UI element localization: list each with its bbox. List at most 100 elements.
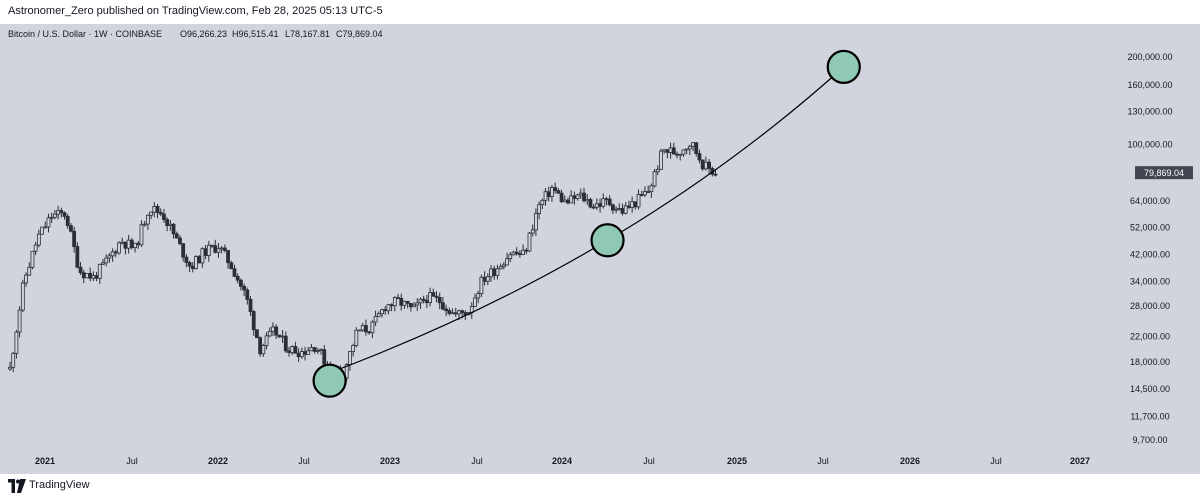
- candle-body: [251, 311, 256, 331]
- candle-body: [607, 198, 612, 206]
- candle-body: [675, 153, 679, 156]
- candle-body: [261, 345, 266, 355]
- candle-body: [550, 187, 554, 197]
- time-tick-label: 2024: [552, 456, 572, 466]
- candle-body: [495, 268, 500, 276]
- candle-body: [460, 310, 465, 313]
- candle-body: [415, 302, 420, 306]
- candle-body: [585, 199, 590, 202]
- last-price-label: 79,869.04: [1144, 168, 1184, 178]
- candle-body: [117, 242, 121, 254]
- candle-body: [232, 268, 237, 277]
- candle-body: [594, 203, 599, 208]
- candle-body: [206, 244, 211, 256]
- candle-body: [383, 309, 388, 312]
- candle-body: [463, 312, 468, 316]
- candle-body: [601, 198, 606, 207]
- candle-body: [447, 310, 452, 314]
- candle-body: [187, 262, 192, 267]
- price-chart[interactable]: 200,000.00 160,000.00 130,000.00 100,000.00…: [0, 24, 1200, 474]
- candle-body: [482, 276, 487, 282]
- candle-body: [588, 199, 593, 208]
- candle-body: [168, 223, 173, 226]
- candle-body: [524, 249, 529, 252]
- time-tick-label: 2021: [35, 456, 55, 466]
- candle-body: [190, 265, 195, 269]
- price-tick-label: 14,500.00: [1130, 384, 1170, 394]
- candle-body: [687, 145, 692, 150]
- candle-body: [373, 315, 378, 323]
- candle-body: [492, 268, 497, 276]
- candle-body: [149, 211, 153, 216]
- candle-body: [380, 309, 384, 315]
- candle-body: [591, 206, 596, 209]
- candle-body: [537, 204, 542, 214]
- candle-body: [274, 326, 279, 336]
- candle-body: [505, 258, 509, 266]
- candle-body: [498, 266, 503, 270]
- candle-body: [424, 300, 429, 303]
- candle-body: [501, 264, 506, 268]
- candle-body: [479, 276, 484, 295]
- candle-body: [402, 300, 407, 306]
- candle-body: [242, 285, 246, 291]
- candle-body: [43, 226, 48, 229]
- candle-body: [56, 210, 61, 215]
- candle-body: [171, 223, 176, 235]
- candle-body: [306, 350, 311, 355]
- candle-body: [97, 263, 102, 279]
- candle-body: [222, 247, 227, 251]
- candle-body: [662, 149, 667, 152]
- candle-body: [517, 253, 522, 256]
- price-tick-label: 52,000.00: [1130, 222, 1170, 232]
- candle-body: [267, 330, 272, 337]
- candle-body: [703, 161, 708, 170]
- price-tick-label: 34,000.00: [1130, 276, 1170, 286]
- candle-body: [129, 239, 134, 249]
- candle-body: [578, 192, 583, 196]
- candle-body: [152, 206, 157, 213]
- candle-body: [78, 266, 83, 274]
- candle-body: [399, 297, 404, 306]
- candle-body: [521, 249, 525, 255]
- candle-body: [514, 251, 519, 255]
- candle-body: [139, 224, 144, 246]
- price-tick-label: 28,000.00: [1130, 301, 1170, 311]
- ohlc-low: L78,167.81: [285, 29, 330, 39]
- candle-body: [85, 273, 89, 279]
- ohlc-open: O96,266.23: [180, 29, 227, 39]
- candle-body: [264, 335, 269, 346]
- candle-body: [101, 262, 105, 265]
- candle-body: [238, 279, 243, 287]
- candle-body: [248, 299, 253, 312]
- time-tick-label: Jul: [990, 456, 1002, 466]
- candle-body: [17, 309, 22, 333]
- candle-body: [65, 215, 70, 227]
- candle-body: [364, 325, 368, 333]
- candle-body: [553, 187, 558, 192]
- candle-body: [178, 237, 182, 245]
- candle-body: [649, 185, 654, 193]
- candle-body: [707, 161, 711, 169]
- candle-body: [668, 147, 673, 153]
- candle-body: [133, 242, 137, 249]
- candle-body: [136, 242, 141, 246]
- candle-body: [441, 302, 445, 310]
- candle-body: [569, 195, 574, 204]
- candle-body: [296, 352, 301, 358]
- candle-body: [562, 199, 567, 203]
- candle-body: [312, 347, 317, 352]
- candle-body: [434, 295, 439, 298]
- candle-body: [665, 149, 670, 153]
- candle-body: [623, 205, 628, 214]
- candle-body: [49, 216, 54, 219]
- published-by-text: Astronomer_Zero published on TradingView…: [8, 5, 383, 17]
- time-axis[interactable]: 2021 Jul 2022 Jul 2023 Jul 2024 Jul 2025 Jul 2026 J…: [35, 456, 1090, 466]
- candle-body: [235, 276, 240, 281]
- candle-body: [351, 345, 356, 352]
- candle-body: [428, 292, 432, 303]
- candle-body: [700, 159, 705, 170]
- time-tick-label: 2025: [727, 456, 747, 466]
- candle-body: [421, 298, 426, 302]
- price-axis[interactable]: 200,000.00 160,000.00 130,000.00 100,000.00…: [1127, 52, 1172, 445]
